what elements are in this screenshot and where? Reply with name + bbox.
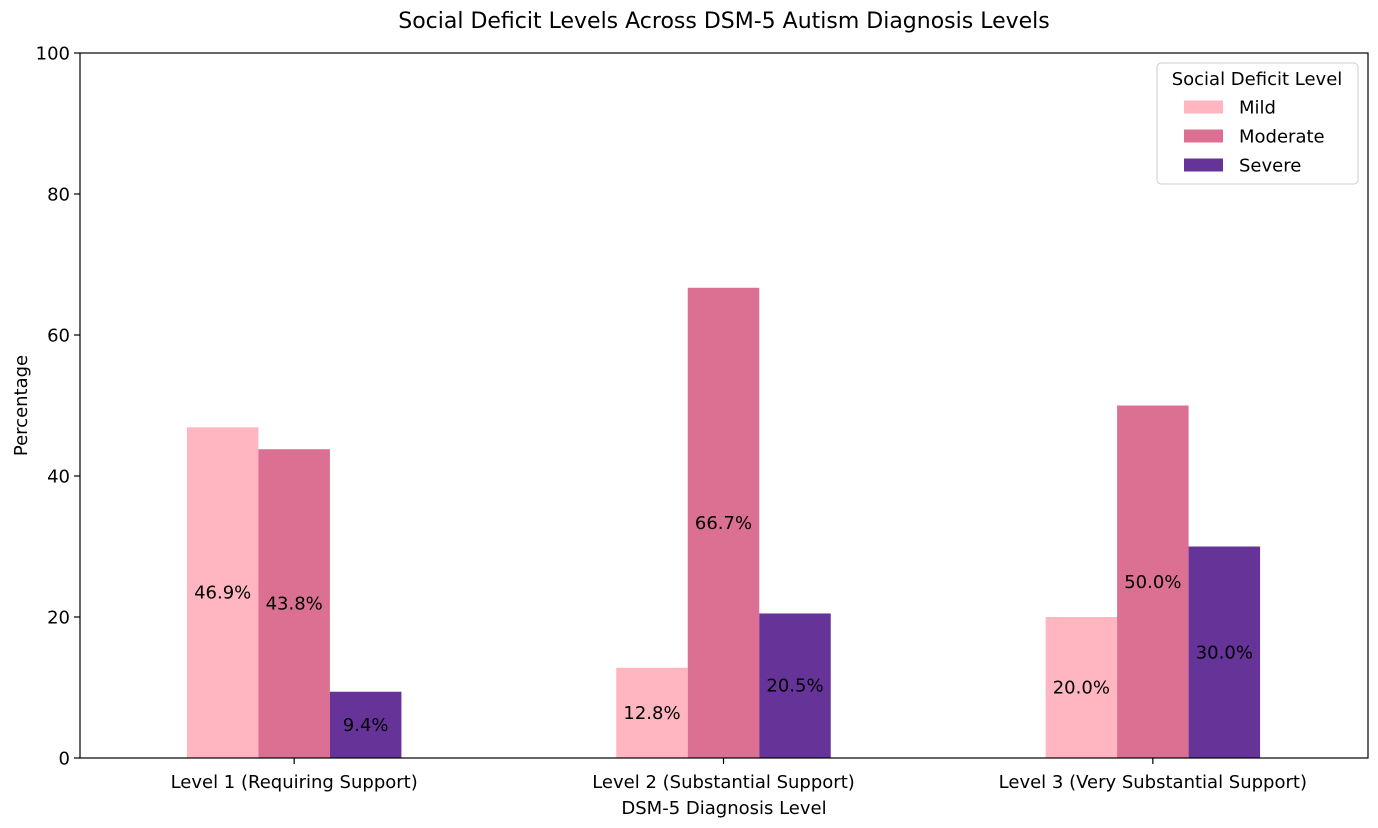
- legend-entries: Mild Moderate Severe: [1184, 98, 1325, 177]
- bar-label-mild-2: 12.8%: [623, 703, 680, 724]
- bar-label-mild-3: 20.0%: [1053, 678, 1110, 699]
- bar-moderate-1: [258, 449, 330, 758]
- bar-label-severe-2: 20.5%: [766, 676, 823, 697]
- bar-label-moderate-3: 50.0%: [1124, 572, 1181, 593]
- bar-label-moderate-1: 43.8%: [266, 594, 323, 615]
- bar-labels-layer: 46.9% 12.8% 20.0% 43.8% 66.7% 50.0% 9.4% 20.5% 3…: [194, 513, 1253, 736]
- legend-label-moderate: Moderate: [1239, 127, 1325, 148]
- bar-severe-2: [759, 613, 831, 758]
- legend-label-mild: Mild: [1239, 98, 1276, 119]
- bar-severe-3: [1188, 546, 1261, 758]
- x-tick-label-3: Level 3 (Very Substantial Support): [999, 772, 1307, 793]
- legend-title: Social Deficit Level: [1172, 69, 1343, 90]
- y-axis: 0 20 40 60 80 100: [36, 44, 80, 770]
- legend-swatch-mild: [1184, 100, 1223, 114]
- bar-label-severe-3: 30.0%: [1196, 642, 1253, 663]
- y-tick-label-40: 40: [47, 467, 70, 488]
- bars-layer: [186, 287, 1261, 758]
- y-tick-label-60: 60: [47, 326, 70, 347]
- legend: Social Deficit Level Mild Moderate Severe: [1156, 62, 1359, 185]
- bar-mild-1: [186, 427, 259, 758]
- bar-mild-2: [616, 667, 688, 758]
- y-axis-label: Percentage: [11, 355, 32, 456]
- bar-moderate-3: [1117, 405, 1189, 758]
- y-tick-label-20: 20: [47, 608, 70, 629]
- legend-swatch-severe: [1184, 158, 1223, 172]
- legend-box: [1156, 62, 1359, 185]
- x-axis-label: DSM-5 Diagnosis Level: [621, 798, 826, 819]
- y-tick-label-80: 80: [47, 185, 70, 206]
- y-tick-label-100: 100: [36, 44, 70, 65]
- legend-label-severe: Severe: [1239, 156, 1301, 177]
- bar-moderate-2: [687, 287, 760, 758]
- x-axis: Level 1 (Requiring Support) Level 2 (Subs…: [171, 758, 1307, 793]
- bar-severe-1: [329, 691, 402, 758]
- chart-title: Social Deficit Levels Across DSM-5 Autis…: [398, 9, 1050, 34]
- bar-label-severe-1: 9.4%: [343, 715, 389, 736]
- legend-swatch-moderate: [1184, 129, 1223, 143]
- x-tick-label-1: Level 1 (Requiring Support): [171, 772, 418, 793]
- bar-mild-3: [1045, 617, 1118, 758]
- y-tick-label-0: 0: [59, 749, 70, 770]
- bar-label-mild-1: 46.9%: [194, 583, 251, 604]
- bar-label-moderate-2: 66.7%: [695, 513, 752, 534]
- x-tick-label-2: Level 2 (Substantial Support): [592, 772, 855, 793]
